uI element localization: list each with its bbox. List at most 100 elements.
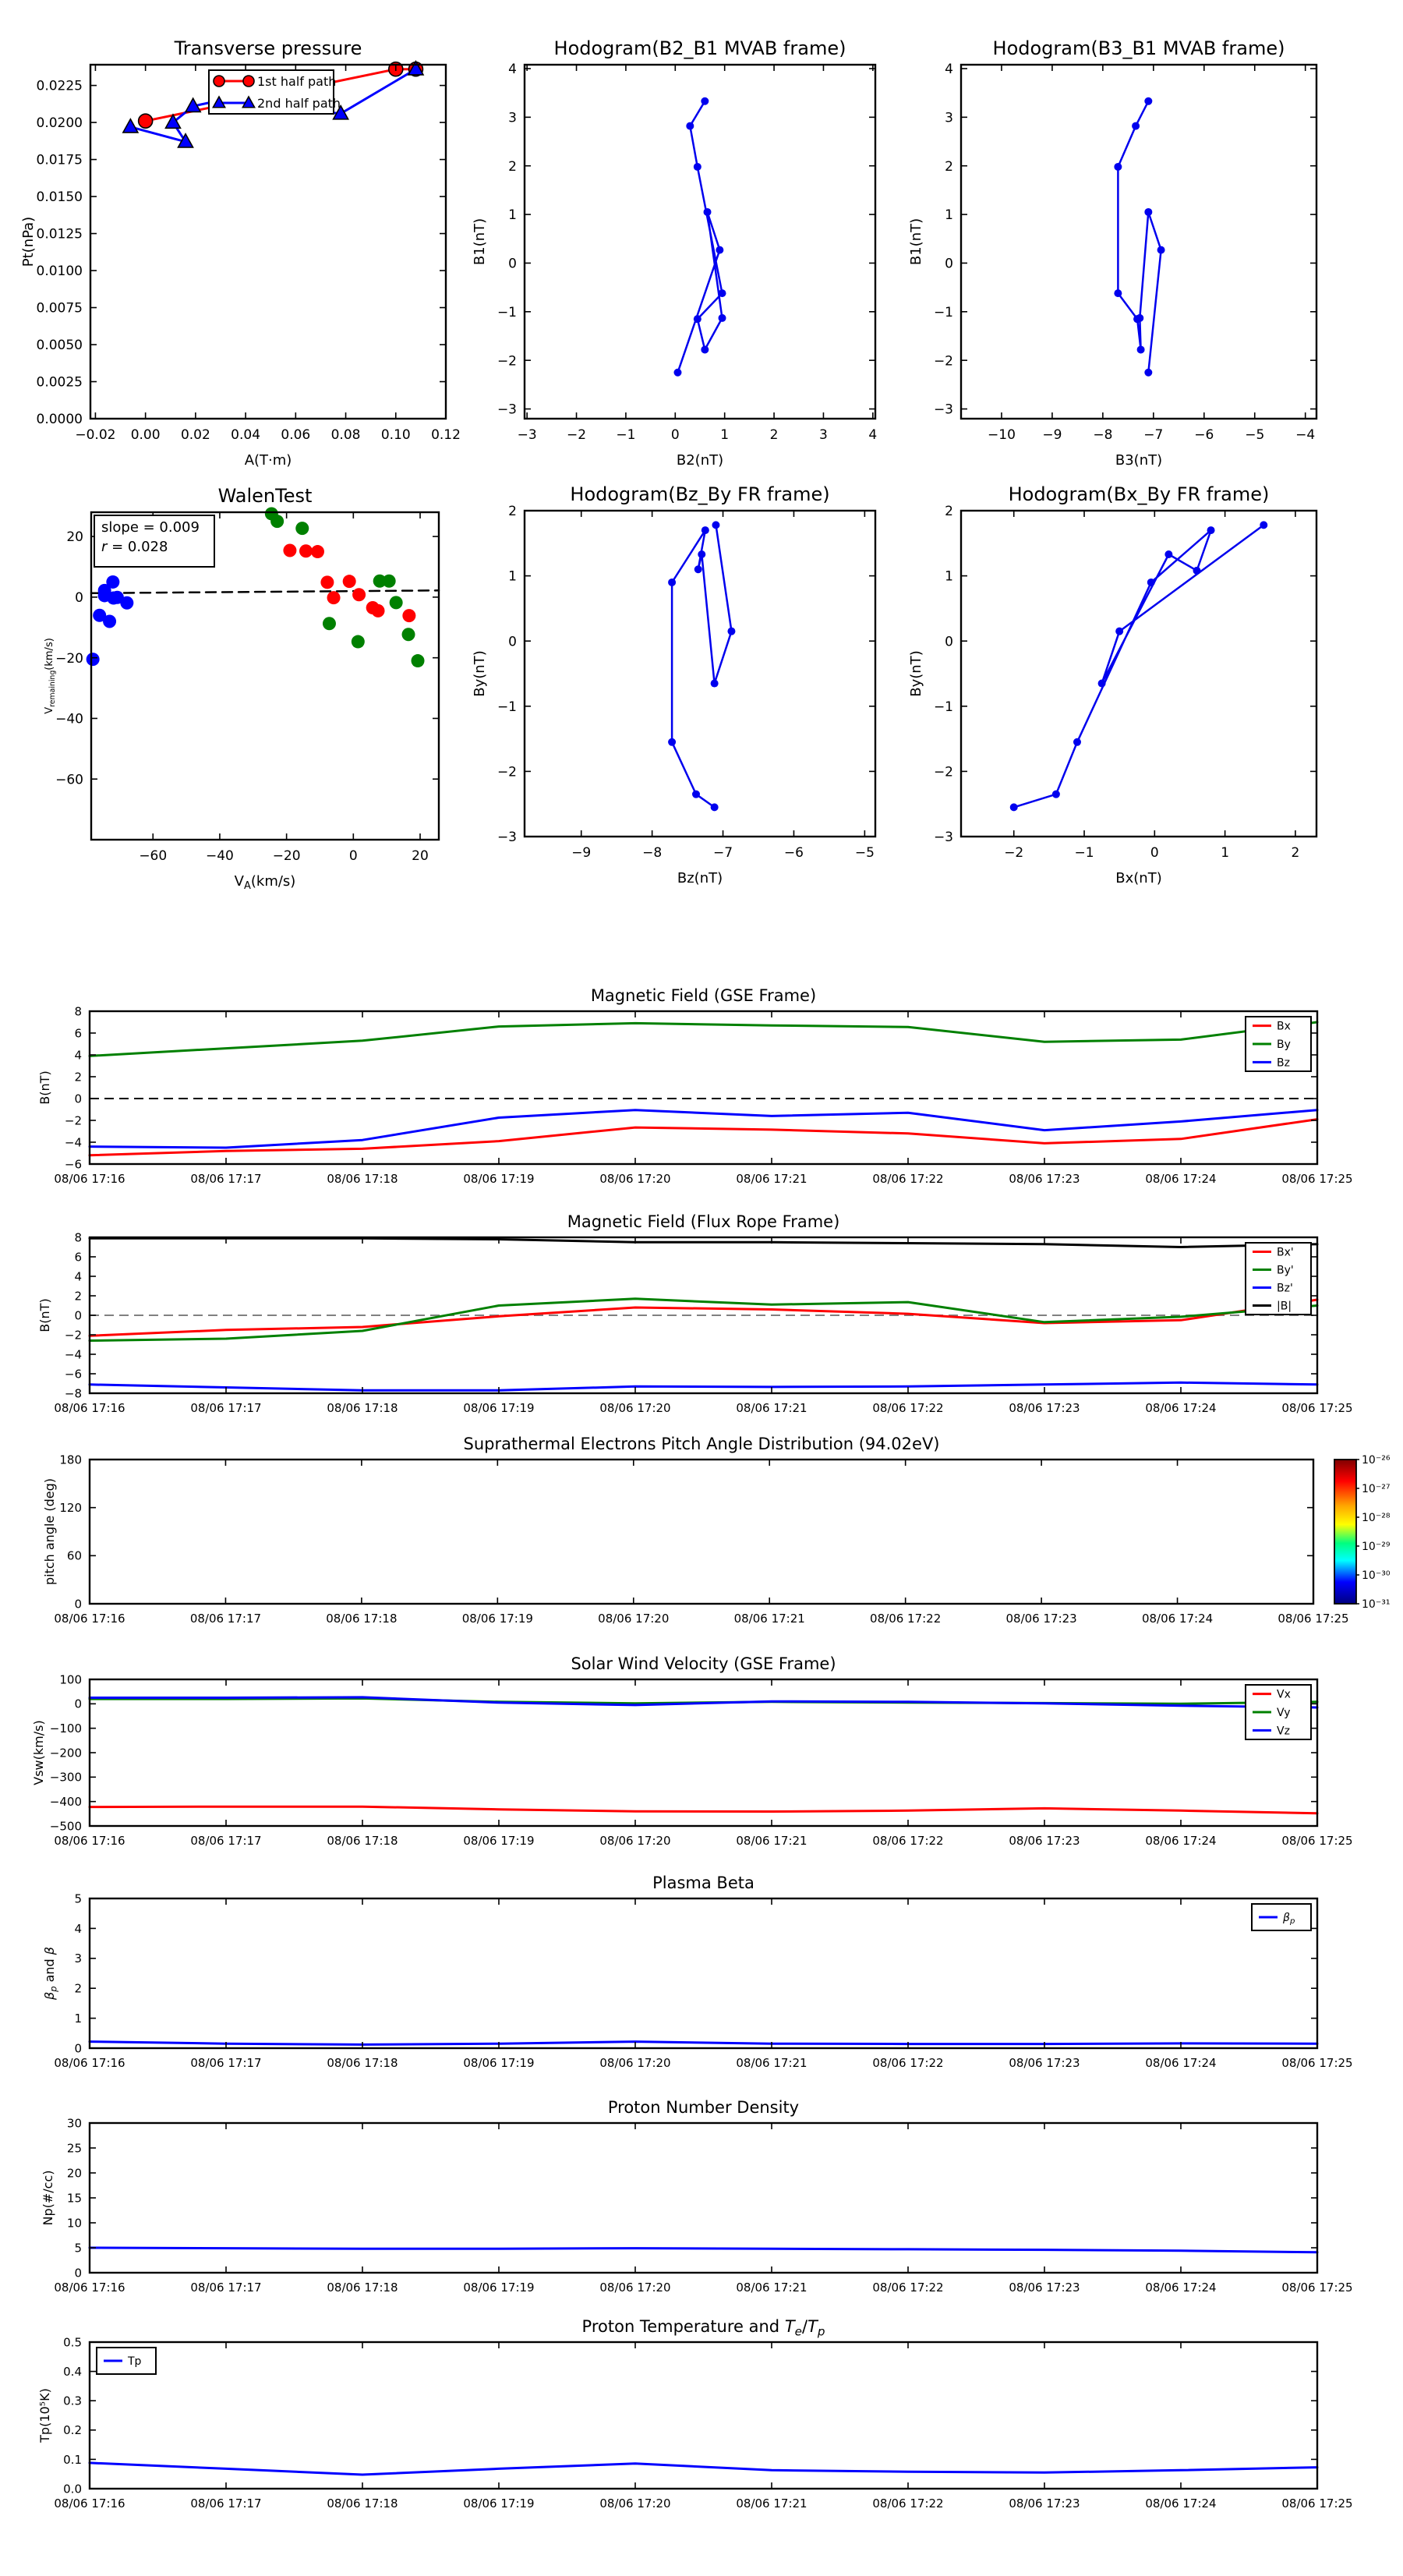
x-axis-label: B2(nT) [677,452,723,469]
svg-text:20: 20 [66,529,83,545]
annotation-box: slope = 0.009 r = 0.028 [94,515,215,568]
svg-text:0.2: 0.2 [63,2423,82,2437]
series-bx-by-path [1009,521,1268,812]
svg-text:−20: −20 [273,848,301,864]
legend-label: Tp [127,2355,142,2368]
svg-text:1: 1 [508,207,517,223]
svg-text:0: 0 [74,1092,82,1106]
plot-frame [88,1236,1319,1395]
svg-text:−1: −1 [497,305,517,320]
svg-text:−7: −7 [713,845,733,861]
plot-title: Hodogram(B2_B1 MVAB frame) [554,37,846,59]
svg-text:08/06 17:17: 08/06 17:17 [190,2496,261,2511]
svg-text:08/06 17:19: 08/06 17:19 [463,1401,534,1415]
legend-label: Bx [1277,1021,1291,1033]
svg-text:0.0150: 0.0150 [37,189,83,205]
legend-label: Bz [1277,1056,1290,1069]
plot-area [90,1898,1317,2048]
tick-labels: 08/06 17:16 08/06 17:17 08/06 17:18 08/06 1… [54,1891,1352,2070]
panel-solar-wind-velocity: 08/06 17:16 08/06 17:17 08/06 17:18 08/06 1… [31,1654,1353,1848]
svg-text:08/06 17:22: 08/06 17:22 [872,2496,943,2511]
svg-text:0: 0 [74,1697,82,1711]
plot-title: Hodogram(Bz_By FR frame) [570,483,829,505]
y-axis-label: Tp(10⁵K) [37,2388,52,2443]
svg-text:0: 0 [508,257,517,272]
tick-labels: 08/06 17:16 08/06 17:17 08/06 17:18 08/06 1… [54,2335,1352,2511]
plot-title: Hodogram(B3_B1 MVAB frame) [993,37,1285,59]
ticks [89,1237,1318,1394]
legend-label: 2nd half path [257,96,341,111]
legend: 1st half path 2nd half path [208,69,341,115]
legend-label: By' [1277,1265,1294,1277]
svg-text:08/06 17:25: 08/06 17:25 [1278,1612,1348,1626]
svg-text:−4: −4 [65,1347,82,1361]
svg-text:08/06 17:16: 08/06 17:16 [54,1172,125,1186]
svg-text:08/06 17:17: 08/06 17:17 [190,2056,261,2070]
svg-text:−400: −400 [50,1795,82,1809]
svg-text:−5: −5 [855,845,875,861]
series-vz [88,1696,1319,1709]
svg-text:08/06 17:20: 08/06 17:20 [599,2496,670,2511]
svg-text:0.02: 0.02 [181,427,210,443]
svg-text:08/06 17:17: 08/06 17:17 [190,1172,261,1186]
colorbar-label: 10⁻²⁸ [1362,1512,1391,1524]
svg-text:5: 5 [74,2241,82,2255]
svg-text:08/06 17:22: 08/06 17:22 [870,1612,941,1626]
svg-text:08/06 17:18: 08/06 17:18 [327,1834,398,1848]
svg-text:−2: −2 [497,765,517,780]
svg-text:08/06 17:23: 08/06 17:23 [1005,1612,1076,1626]
panel-proton-density: 08/06 17:16 08/06 17:17 08/06 17:18 08/06 1… [41,2098,1353,2295]
tick-labels: −0.02 0.00 0.02 0.04 0.06 0.08 0.10 0.12 0.0000 0… [37,79,461,443]
svg-text:180: 180 [59,1453,82,1467]
svg-text:−40: −40 [55,712,83,727]
panel-proton-temperature: 08/06 17:16 08/06 17:17 08/06 17:18 08/06 1… [37,2317,1353,2511]
legend-label: Vz [1277,1725,1290,1737]
svg-text:08/06 17:21: 08/06 17:21 [736,1401,807,1415]
y-axis-label: By(nT) [472,650,488,696]
series-tp [88,2461,1319,2476]
svg-text:08/06 17:25: 08/06 17:25 [1281,2056,1352,2070]
svg-text:0.12: 0.12 [431,427,461,443]
svg-text:08/06 17:22: 08/06 17:22 [872,2056,943,2070]
svg-text:08/06 17:25: 08/06 17:25 [1281,1834,1352,1848]
svg-text:0.0125: 0.0125 [37,227,83,242]
svg-text:5: 5 [74,1891,82,1905]
svg-text:08/06 17:21: 08/06 17:21 [734,1612,805,1626]
svg-text:2: 2 [74,1982,82,1996]
svg-text:08/06 17:18: 08/06 17:18 [327,2281,398,2295]
series-bz- [88,1381,1319,1392]
svg-text:slope = 0.009: slope = 0.009 [101,519,200,536]
y-axis-label: B1(nT) [908,218,924,265]
plot-title: WalenTest [218,485,313,507]
svg-text:0.0075: 0.0075 [37,301,83,317]
svg-text:−7: −7 [1143,427,1163,443]
svg-text:0.0000: 0.0000 [37,412,83,427]
svg-text:08/06 17:23: 08/06 17:23 [1009,1401,1080,1415]
legend-label: Vx [1277,1689,1291,1701]
svg-text:0.4: 0.4 [63,2365,82,2379]
svg-text:08/06 17:17: 08/06 17:17 [190,1612,261,1626]
svg-text:0.04: 0.04 [231,427,260,443]
svg-text:08/06 17:20: 08/06 17:20 [599,1172,670,1186]
svg-text:08/06 17:24: 08/06 17:24 [1145,1172,1216,1186]
plot-walen-test: −60 −40 −20 0 20 20 0 −20 −40 −60 WalenTest VA(km/s… [44,485,440,892]
ticks [525,65,875,419]
plot-frame [88,2341,1319,2490]
svg-text:08/06 17:24: 08/06 17:24 [1145,1834,1216,1848]
svg-text:08/06 17:20: 08/06 17:20 [599,2281,670,2295]
plot-frame [88,2121,1319,2274]
plot-title: Magnetic Field (Flux Rope Frame) [567,1212,840,1231]
svg-text:−4: −4 [1295,427,1315,443]
svg-text:08/06 17:19: 08/06 17:19 [463,1172,534,1186]
svg-text:1: 1 [508,569,517,585]
svg-text:−8: −8 [642,845,662,861]
svg-text:120: 120 [59,1501,82,1515]
svg-text:08/06 17:24: 08/06 17:24 [1145,2281,1216,2295]
legend-label: Bx' [1277,1247,1294,1259]
series-b3-b1-path [1114,97,1165,377]
plot-area [961,511,1316,837]
y-axis-label: Vsw(km/s) [31,1720,46,1785]
svg-text:08/06 17:19: 08/06 17:19 [463,2281,534,2295]
legend-label: |B| [1277,1300,1292,1313]
plot-area [90,1679,1317,1826]
